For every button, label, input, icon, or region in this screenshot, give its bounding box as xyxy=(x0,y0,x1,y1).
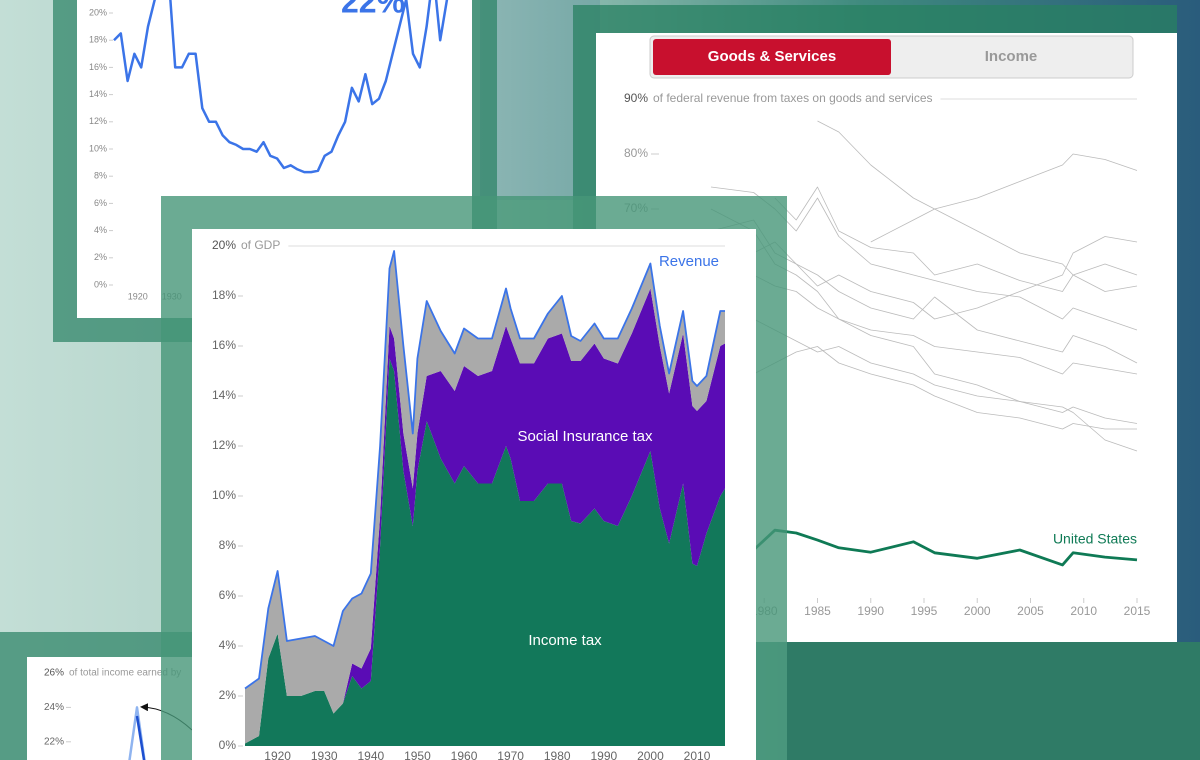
line xyxy=(753,274,1138,375)
x-tick-label: 1980 xyxy=(544,749,571,760)
y-tick-label: 18% xyxy=(89,35,107,45)
y-tick-label: 6% xyxy=(94,198,107,208)
subtitle: of federal revenue from taxes on goods a… xyxy=(653,91,933,105)
y-tick-label: 0% xyxy=(219,738,237,752)
main-chart: 0% 2% 4% 6% 8% 10% 12% 14% 16% 18% 20% of GDP 1920 19… xyxy=(212,238,725,760)
right-chart: 70%80%90%of federal revenue from taxes o… xyxy=(624,35,1151,618)
series-label: United States xyxy=(1053,531,1137,547)
line xyxy=(753,346,1137,430)
y-tick-label: 24% xyxy=(44,702,64,713)
tab[interactable] xyxy=(653,39,891,75)
background-panel xyxy=(787,642,1200,760)
x-tick-label: 1995 xyxy=(911,604,938,618)
x-tick-label: 1920 xyxy=(128,291,148,301)
area xyxy=(245,288,725,744)
y-tick-label: 8% xyxy=(94,171,107,181)
x-tick-label: 1960 xyxy=(451,749,478,760)
y-tick-label: 90% xyxy=(624,91,648,105)
line xyxy=(752,528,1138,567)
x-tick-label: 2010 xyxy=(1070,604,1097,618)
y-tick-label: 12% xyxy=(89,116,107,126)
series-label: Revenue xyxy=(659,253,719,270)
x-tick-label: 1920 xyxy=(264,749,291,760)
x-tick-label: 1950 xyxy=(404,749,431,760)
y-tick-label: 14% xyxy=(212,388,236,402)
y-tick-label: 20% xyxy=(212,238,236,252)
annotation: 22% xyxy=(341,0,405,19)
y-tick-label: 22% xyxy=(44,736,64,747)
y-tick-label: 6% xyxy=(219,588,237,602)
y-tick-label: 18% xyxy=(212,288,236,302)
y-tick-label: 8% xyxy=(219,538,237,552)
y-tick-label: 10% xyxy=(212,488,236,502)
tab[interactable] xyxy=(892,39,1130,75)
top-left-chart: 0%2%4%6%8%10%12%14%16%18%20%1920193022% xyxy=(89,0,449,301)
x-tick-label: 1930 xyxy=(311,749,338,760)
x-tick-label: 1940 xyxy=(357,749,384,760)
x-tick-label: 1990 xyxy=(857,604,884,618)
line xyxy=(244,250,725,690)
x-tick-label: 2000 xyxy=(637,749,664,760)
subtitle: of GDP xyxy=(241,238,280,252)
y-tick-label: 80% xyxy=(624,146,648,160)
line xyxy=(135,715,146,760)
y-tick-label: 0% xyxy=(94,279,107,289)
series-label: Social Insurance tax xyxy=(517,428,653,445)
y-tick-label: 2% xyxy=(219,688,237,702)
y-tick-label: 4% xyxy=(219,638,237,652)
tab-label[interactable]: Goods & Services xyxy=(708,48,836,65)
y-tick-label: 16% xyxy=(89,62,107,72)
line xyxy=(817,120,1138,292)
line xyxy=(753,318,1138,424)
x-tick-label: 1990 xyxy=(590,749,617,760)
x-tick-label: 2015 xyxy=(1124,604,1151,618)
line xyxy=(870,153,1138,243)
y-tick-label: 16% xyxy=(212,338,236,352)
y-tick-label: 20% xyxy=(89,7,107,17)
area xyxy=(245,358,725,746)
y-tick-label: 2% xyxy=(94,252,107,262)
x-tick-label: 2010 xyxy=(684,749,711,760)
line xyxy=(113,0,449,174)
y-tick-label: 26% xyxy=(44,668,64,679)
x-tick-label: 1985 xyxy=(804,604,831,618)
area xyxy=(245,251,725,744)
x-tick-label: 2000 xyxy=(964,604,991,618)
subtitle: of total income earned by xyxy=(69,668,181,679)
tab-label[interactable]: Income xyxy=(985,48,1038,65)
x-tick-label: 1970 xyxy=(497,749,524,760)
y-tick-label: 10% xyxy=(89,143,107,153)
x-tick-label: 2005 xyxy=(1017,604,1044,618)
series-label: Income tax xyxy=(528,632,602,649)
y-tick-label: 14% xyxy=(89,89,107,99)
y-tick-label: 4% xyxy=(94,225,107,235)
y-tick-label: 12% xyxy=(212,438,236,452)
